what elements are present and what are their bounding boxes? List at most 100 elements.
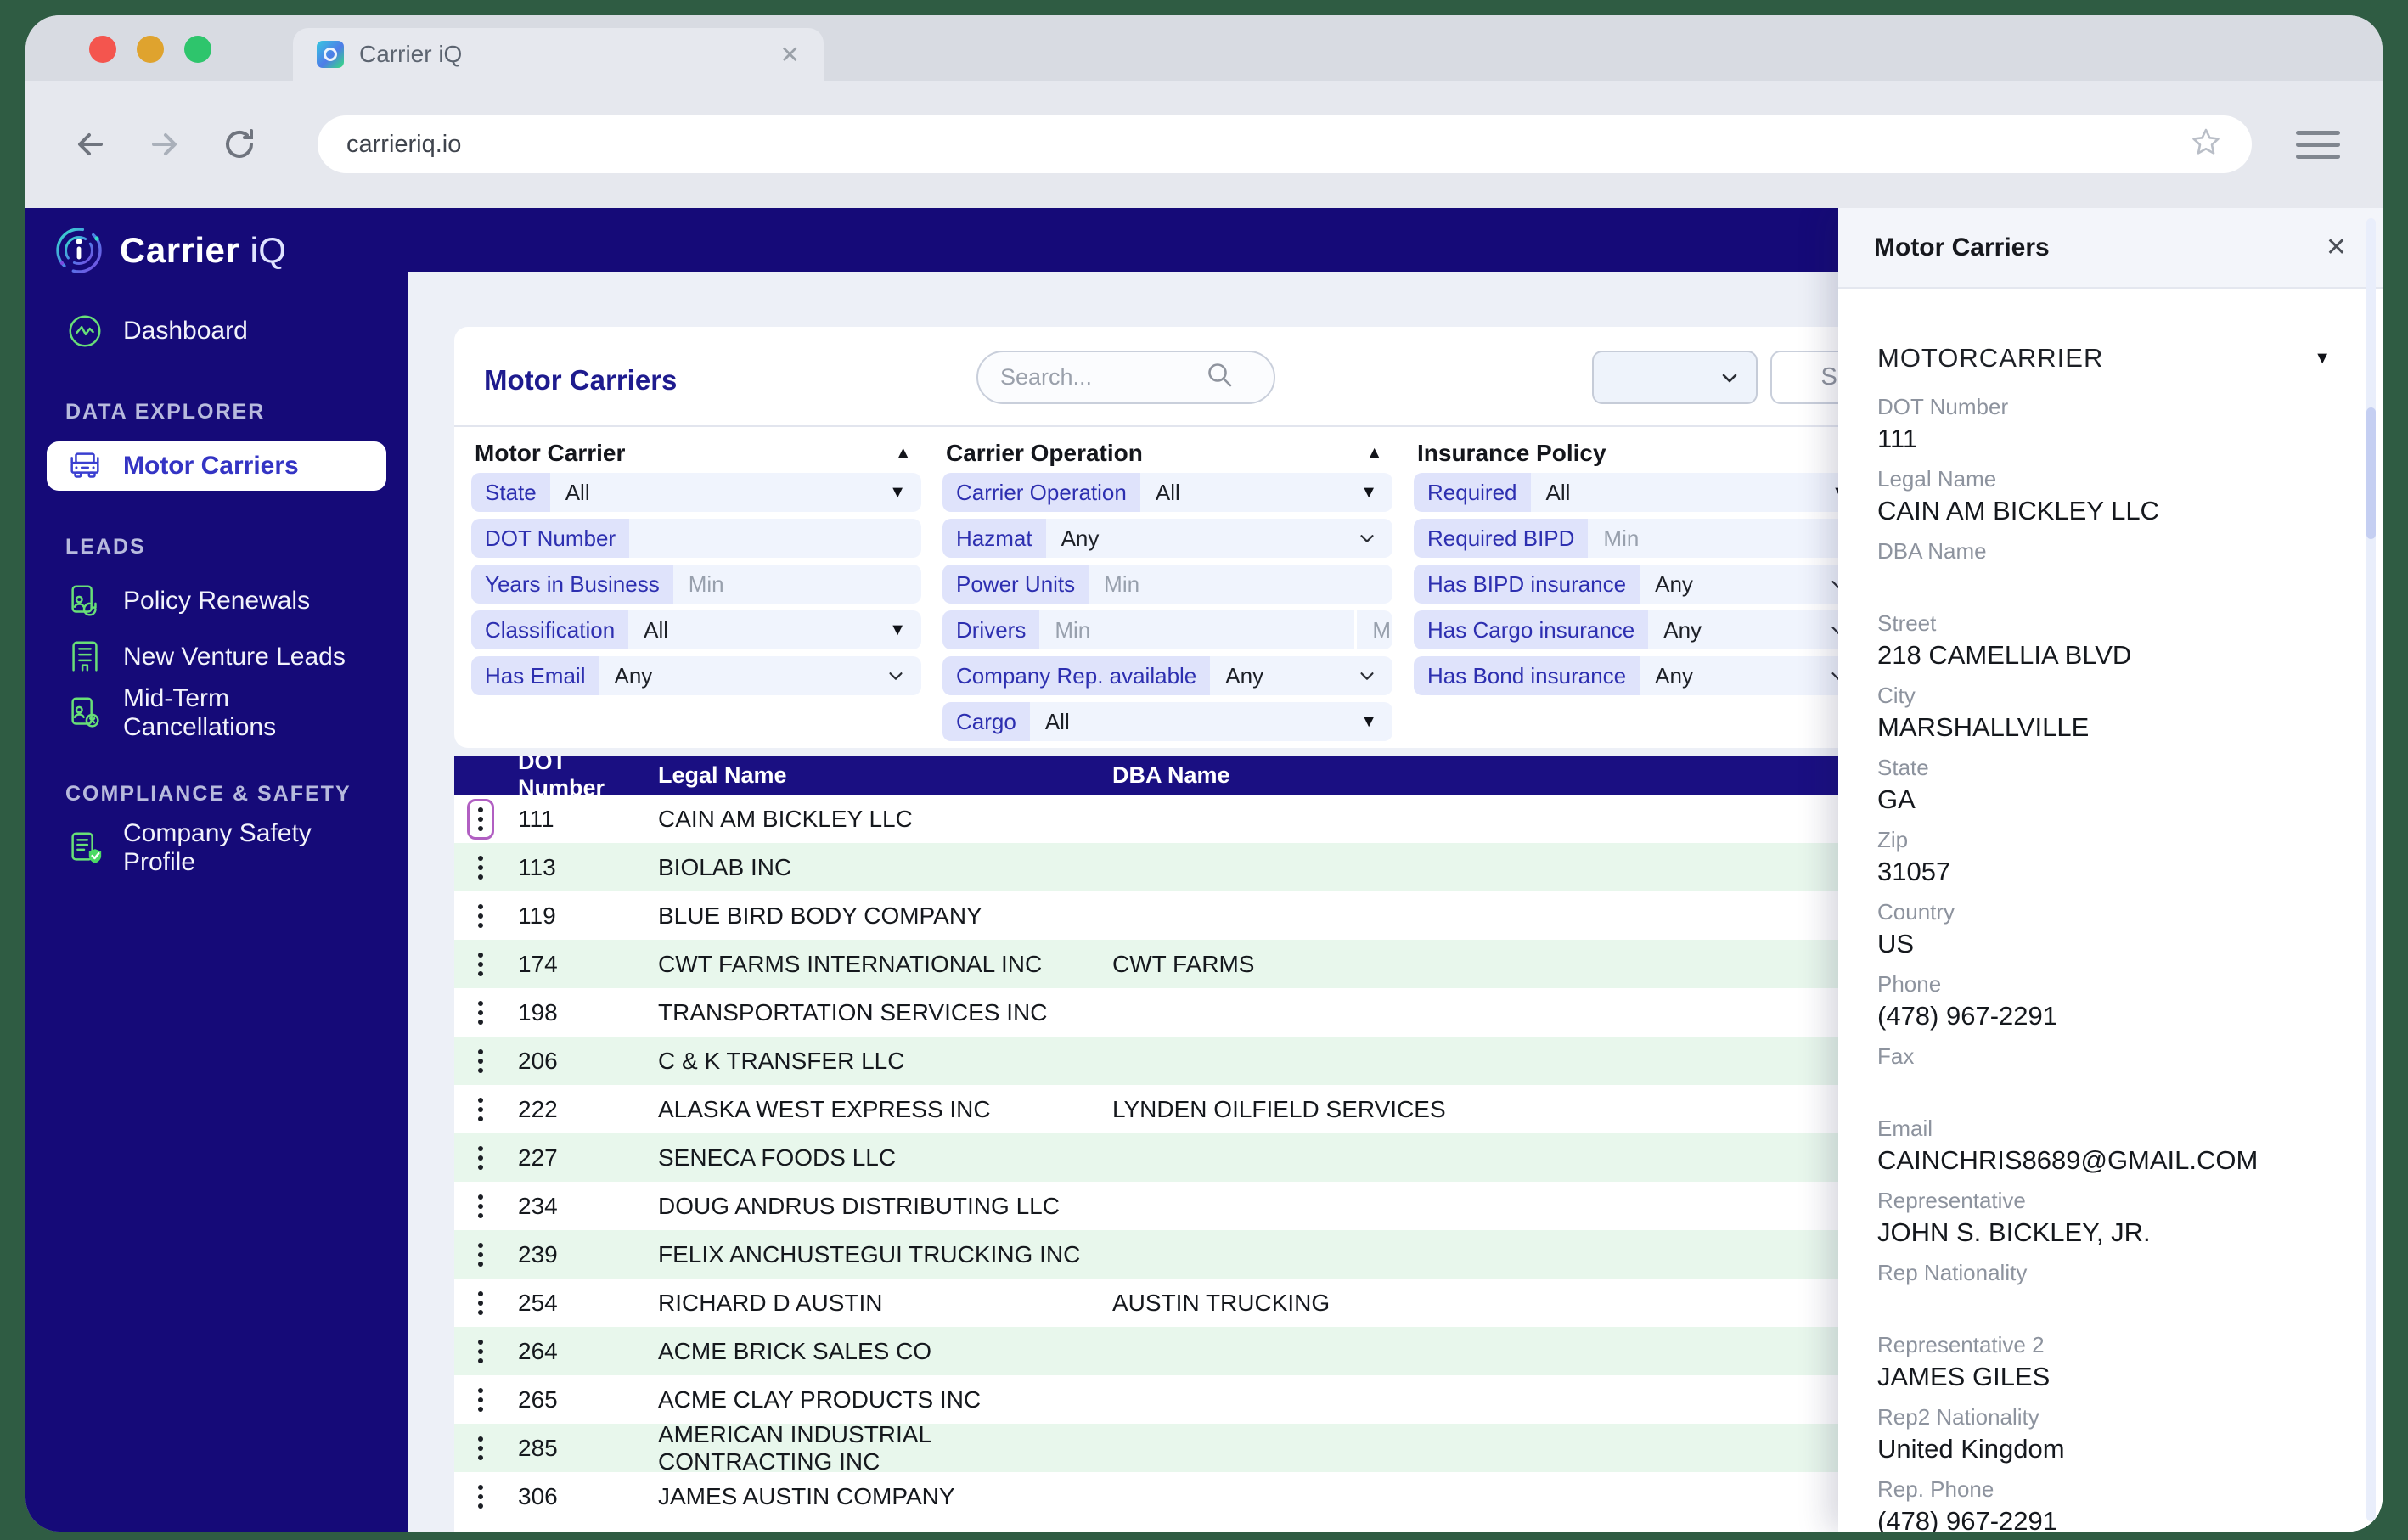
page-title: Motor Carriers	[484, 364, 678, 396]
row-menu-icon[interactable]	[470, 947, 492, 982]
filter-has-bipd-insurance[interactable]: Has BIPD insurance Any	[1414, 565, 1864, 604]
min-input[interactable]	[1588, 519, 1864, 558]
filter-dot-number[interactable]: DOT Number	[471, 519, 921, 558]
dot-number-input[interactable]	[629, 519, 921, 558]
detail-panel-body: MOTORCARRIER ▼ DOT Number 111 Legal Name C…	[1838, 290, 2383, 1532]
filter-cargo[interactable]: Cargo All ▼	[942, 702, 1392, 741]
panel-scrollbar-thumb[interactable]	[2366, 407, 2376, 539]
row-menu-icon[interactable]	[470, 995, 492, 1031]
browser-tab[interactable]: Carrier iQ ✕	[293, 28, 824, 81]
tab-favicon-icon	[317, 41, 344, 68]
back-icon[interactable]	[68, 122, 112, 166]
row-menu-icon[interactable]	[470, 1189, 492, 1224]
min-input[interactable]	[1039, 610, 1355, 649]
divider	[454, 425, 2383, 427]
policy-renewals-icon	[65, 582, 104, 621]
row-menu-icon[interactable]	[470, 1334, 492, 1369]
min-input[interactable]	[672, 565, 921, 604]
filter-hazmat[interactable]: Hazmat Any	[942, 519, 1392, 558]
column-header-dot-number[interactable]: DOT Number	[518, 756, 605, 801]
sidebar-item-label: New Venture Leads	[123, 643, 346, 671]
filter-state[interactable]: State All ▼	[471, 473, 921, 512]
field-zip: Zip 31057	[1877, 827, 1951, 886]
filter-group-insurance-policy: Insurance Policy▲ Required All▼ Required…	[1414, 434, 1864, 748]
detail-panel-title: Motor Carriers	[1874, 233, 2050, 261]
chevron-down-icon	[1719, 367, 1741, 389]
filter-classification[interactable]: Classification All ▼	[471, 610, 921, 649]
column-header-legal-name[interactable]: Legal Name	[658, 762, 787, 788]
sidebar-item-new-venture-leads[interactable]: New Venture Leads	[47, 632, 386, 682]
sidebar-item-company-safety-profile[interactable]: Company Safety Profile	[47, 819, 386, 876]
filter-drivers[interactable]: Drivers	[942, 610, 1392, 649]
filter-has-bond-insurance[interactable]: Has Bond insurance Any	[1414, 656, 1864, 695]
collapse-up-icon[interactable]: ▲	[895, 444, 911, 462]
collapse-up-icon[interactable]: ▲	[1366, 444, 1382, 462]
row-menu-icon[interactable]	[470, 898, 492, 934]
min-input[interactable]	[1089, 565, 1392, 604]
browser-window: Carrier iQ ✕ carrieriq.io	[25, 15, 2383, 1532]
filters-grid: Motor Carrier ▲ State All ▼ DOT Number Yea…	[471, 434, 1864, 748]
forward-icon[interactable]	[143, 122, 187, 166]
row-menu-icon[interactable]	[470, 850, 492, 885]
filter-group-header[interactable]: Insurance Policy▲	[1414, 434, 1864, 473]
field-state: State GA	[1877, 755, 1929, 814]
sidebar-item-mid-term-cancellations[interactable]: Mid-Term Cancellations	[47, 684, 386, 741]
sidebar-item-label: Mid-Term Cancellations	[123, 684, 277, 741]
filter-years-in-business[interactable]: Years in Business	[471, 565, 921, 604]
tab-close-icon[interactable]: ✕	[779, 41, 800, 68]
dashboard-icon	[65, 312, 104, 351]
chevron-down-icon	[1357, 528, 1377, 548]
sidebar-section-leads: LEADS	[65, 535, 146, 559]
field-email: Email CAINCHRIS8689@GMAIL.COM	[1877, 1116, 2259, 1175]
sidebar-item-dashboard[interactable]: Dashboard	[47, 306, 386, 356]
search-input[interactable]	[1000, 364, 1204, 391]
search-box[interactable]	[976, 351, 1275, 404]
brand-logo-icon	[56, 228, 102, 273]
detail-panel-header: Motor Carriers ✕	[1838, 208, 2383, 289]
filter-required[interactable]: Required All▼	[1414, 473, 1864, 512]
close-window-button[interactable]	[89, 36, 116, 63]
filter-power-units[interactable]: Power Units	[942, 565, 1392, 604]
filter-required-bipd[interactable]: Required BIPD	[1414, 519, 1864, 558]
row-menu-icon[interactable]	[470, 1092, 492, 1127]
maximize-window-button[interactable]	[184, 36, 211, 63]
filter-has-cargo-insurance[interactable]: Has Cargo insurance Any	[1414, 610, 1864, 649]
dropdown-arrow-icon: ▼	[889, 482, 906, 502]
row-menu-icon[interactable]	[470, 1140, 492, 1176]
sidebar-item-label: Company Safety Profile	[123, 819, 312, 876]
sidebar-item-label: Motor Carriers	[123, 452, 299, 480]
row-menu-icon[interactable]	[467, 798, 494, 840]
max-input[interactable]	[1357, 610, 1392, 649]
field-legal-name: Legal Name CAIN AM BICKLEY LLC	[1877, 466, 2159, 526]
detail-panel: Motor Carriers ✕ MOTORCARRIER ▼ DOT Numb…	[1838, 208, 2383, 1532]
saved-view-select[interactable]	[1592, 351, 1758, 404]
filter-company-rep-available[interactable]: Company Rep. available Any	[942, 656, 1392, 695]
record-type-select[interactable]: MOTORCARRIER ▼	[1877, 343, 2332, 373]
main-content: Motor Carriers Save	[408, 208, 2383, 1532]
row-menu-icon[interactable]	[470, 1430, 492, 1466]
chevron-down-icon	[886, 666, 906, 686]
browser-menu-icon[interactable]	[2296, 130, 2340, 159]
field-city: City MARSHALLVILLE	[1877, 683, 2090, 742]
filter-carrier-operation[interactable]: Carrier Operation All ▼	[942, 473, 1392, 512]
row-menu-icon[interactable]	[470, 1043, 492, 1079]
reload-icon[interactable]	[217, 122, 262, 166]
sidebar-item-motor-carriers[interactable]: Motor Carriers	[47, 441, 386, 491]
row-menu-icon[interactable]	[470, 1479, 492, 1515]
tab-title: Carrier iQ	[359, 41, 463, 67]
column-header-dba-name[interactable]: DBA Name	[1112, 762, 1230, 788]
filter-has-email[interactable]: Has Email Any	[471, 656, 921, 695]
url-bar[interactable]: carrieriq.io	[318, 115, 2252, 173]
filter-group-header[interactable]: Motor Carrier ▲	[475, 440, 911, 466]
app-page: Carrier iQ Dashboard DATA EXPLORER	[25, 208, 2383, 1532]
row-menu-icon[interactable]	[470, 1237, 492, 1273]
bookmark-star-icon[interactable]	[2189, 126, 2223, 164]
sidebar-item-policy-renewals[interactable]: Policy Renewals	[47, 576, 386, 626]
sidebar-item-label: Policy Renewals	[123, 587, 311, 615]
filter-group-header[interactable]: Carrier Operation ▲	[946, 440, 1382, 466]
row-menu-icon[interactable]	[470, 1285, 492, 1321]
panel-scrollbar-track[interactable]	[2366, 218, 2376, 1521]
close-icon[interactable]: ✕	[2325, 233, 2347, 261]
row-menu-icon[interactable]	[470, 1382, 492, 1418]
minimize-window-button[interactable]	[137, 36, 164, 63]
